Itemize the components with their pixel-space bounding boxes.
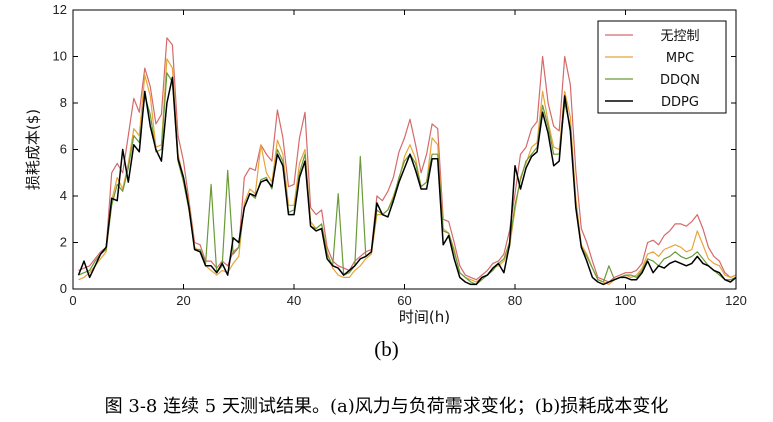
x-tick-label: 120 (725, 293, 747, 308)
x-tick-label: 100 (615, 293, 637, 308)
x-tick-label: 60 (397, 293, 411, 308)
y-tick-label: 2 (60, 235, 67, 250)
legend: 无控制 MPC DDQN DDPG (597, 20, 727, 114)
x-tick-label: 80 (508, 293, 522, 308)
y-axis-label: 损耗成本($) (24, 109, 42, 190)
series-line-4 (77, 76, 737, 286)
legend-entry-label: DDQN (660, 73, 700, 88)
y-tick-label: 4 (60, 188, 67, 203)
axes-layer: 0 20 40 60 80 100 120 0 2 4 6 8 10 12 时间(h) 损耗成本($) (24, 2, 747, 326)
figure-caption: 图 3-8 连续 5 天测试结果。(a)风力与负荷需求变化；(b)损耗成本变化 (104, 396, 669, 417)
subfigure-label: (b) (374, 337, 399, 361)
x-axis-label: 时间(h) (399, 308, 450, 326)
series-layer (77, 37, 737, 286)
legend-entry-label: 无控制 (660, 29, 699, 44)
legend-entry-label: MPC (666, 51, 694, 66)
series-line-1 (78, 37, 737, 283)
legend-box (597, 20, 727, 114)
y-tick-label: 10 (53, 49, 67, 64)
x-tick-label: 20 (176, 293, 190, 308)
x-tick-label: 0 (69, 293, 76, 308)
legend-entry-label: DDPG (661, 95, 699, 110)
y-tick-label: 12 (53, 2, 67, 17)
loss-cost-chart: 0 20 40 60 80 100 120 0 2 4 6 8 10 12 时间(h) 损耗成本($) 无控制… (24, 2, 747, 326)
x-tick-label: 40 (287, 293, 301, 308)
y-tick-label: 8 (60, 95, 67, 110)
y-tick-label: 0 (60, 281, 67, 296)
y-tick-label: 6 (60, 142, 67, 157)
